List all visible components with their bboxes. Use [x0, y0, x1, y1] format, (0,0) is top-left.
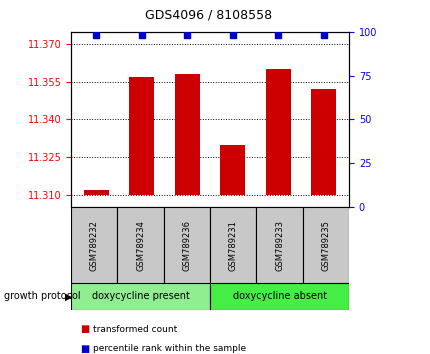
Bar: [71, 283, 210, 310]
Text: GDS4096 / 8108558: GDS4096 / 8108558: [145, 9, 272, 22]
Bar: [210, 207, 256, 283]
Point: [92, 33, 99, 38]
Bar: [210, 283, 348, 310]
Point: [320, 33, 327, 38]
Text: GSM789236: GSM789236: [182, 219, 191, 271]
Bar: [256, 207, 302, 283]
Text: doxycycline present: doxycycline present: [92, 291, 189, 302]
Text: GSM789232: GSM789232: [89, 220, 98, 270]
Text: doxycycline absent: doxycycline absent: [232, 291, 326, 302]
Point: [274, 33, 281, 38]
Text: growth protocol: growth protocol: [4, 291, 81, 302]
Text: GSM789235: GSM789235: [321, 220, 330, 270]
Text: ▶: ▶: [65, 291, 72, 302]
Text: percentile rank within the sample: percentile rank within the sample: [92, 344, 245, 353]
Point: [184, 33, 190, 38]
Bar: [163, 207, 210, 283]
Bar: [265, 69, 290, 195]
Point: [229, 33, 236, 38]
Bar: [311, 90, 336, 195]
Bar: [71, 207, 117, 283]
Text: transformed count: transformed count: [92, 325, 176, 334]
Text: GSM789234: GSM789234: [136, 220, 145, 270]
Bar: [175, 74, 200, 195]
Point: [138, 33, 145, 38]
Bar: [129, 77, 154, 195]
Text: ■: ■: [80, 344, 89, 354]
Text: ■: ■: [80, 324, 89, 334]
Bar: [220, 144, 245, 195]
Text: GSM789231: GSM789231: [228, 220, 237, 270]
Text: GSM789233: GSM789233: [274, 219, 283, 271]
Bar: [83, 190, 108, 195]
Bar: [302, 207, 348, 283]
Bar: [117, 207, 163, 283]
